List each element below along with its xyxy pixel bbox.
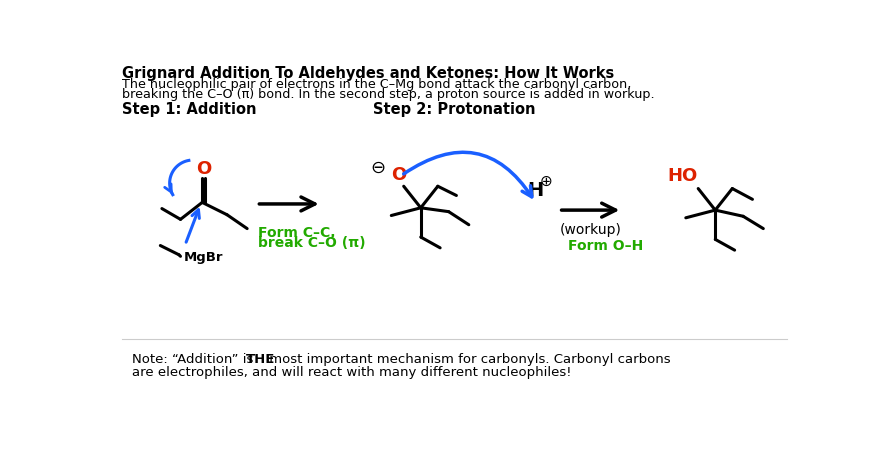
Text: Note: “Addition” is: Note: “Addition” is <box>132 353 258 365</box>
Text: THE: THE <box>246 353 276 365</box>
Text: are electrophiles, and will react with many different nucleophiles!: are electrophiles, and will react with m… <box>132 365 572 379</box>
Text: (workup): (workup) <box>560 223 621 237</box>
Text: Grignard Addition To Aldehydes and Ketones: How It Works: Grignard Addition To Aldehydes and Keton… <box>121 66 614 81</box>
Text: Step 2: Protonation: Step 2: Protonation <box>373 102 535 117</box>
Text: Step 1: Addition: Step 1: Addition <box>121 102 256 117</box>
Text: O: O <box>392 166 407 184</box>
Text: Form C–C,: Form C–C, <box>258 226 336 239</box>
Text: ⊕: ⊕ <box>540 174 553 189</box>
Text: breaking the C–O (π) bond. In the second step, a proton source is added in worku: breaking the C–O (π) bond. In the second… <box>121 88 654 100</box>
Text: MgBr: MgBr <box>183 251 223 264</box>
Text: H: H <box>527 182 544 201</box>
Text: most important mechanism for carbonyls. Carbonyl carbons: most important mechanism for carbonyls. … <box>265 353 671 365</box>
Text: Form O–H: Form O–H <box>568 238 643 253</box>
Text: break C–O (π): break C–O (π) <box>258 237 366 250</box>
Text: O: O <box>196 160 212 178</box>
Text: The nucleophilic pair of electrons in the C–Mg bond attack the carbonyl carbon,: The nucleophilic pair of electrons in th… <box>121 78 631 91</box>
Text: HO: HO <box>667 167 698 185</box>
Text: ⊖: ⊖ <box>370 159 385 177</box>
